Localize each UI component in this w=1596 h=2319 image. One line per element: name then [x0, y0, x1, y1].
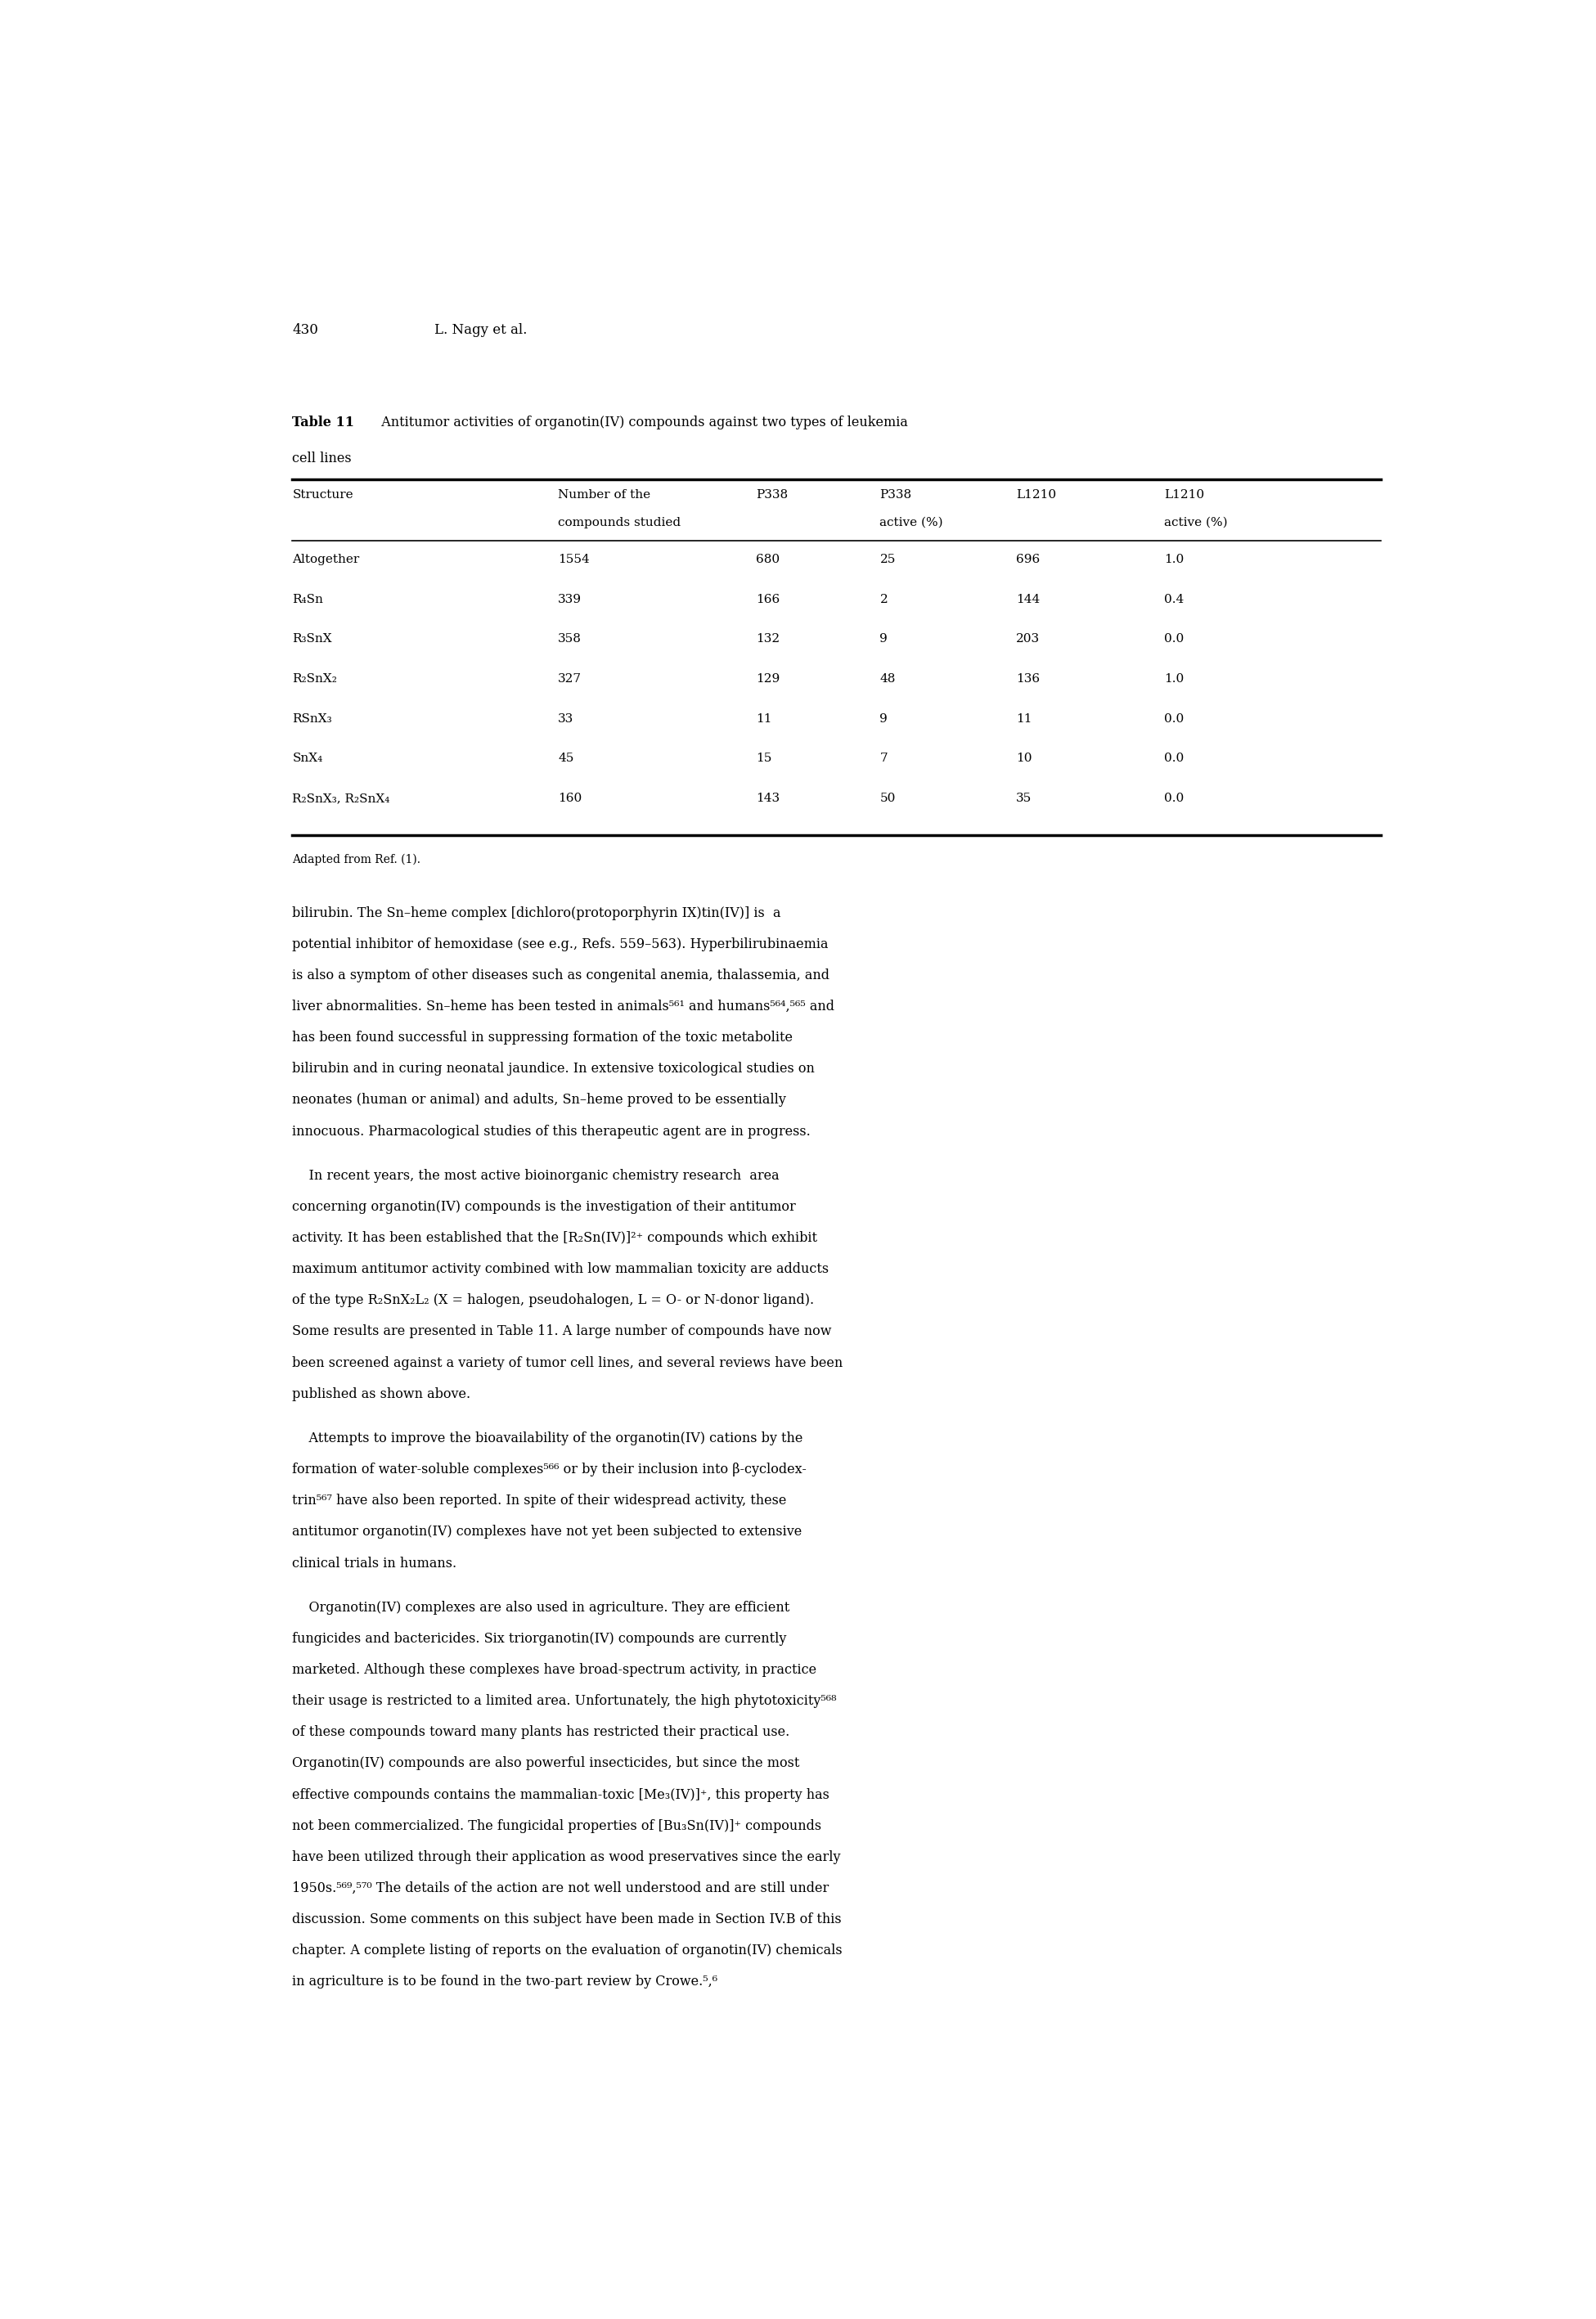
Text: antitumor organotin(IV) complexes have not yet been subjected to extensive: antitumor organotin(IV) complexes have n… [292, 1526, 803, 1540]
Text: L1210: L1210 [1017, 489, 1057, 501]
Text: 10: 10 [1017, 754, 1031, 765]
Text: Table 11: Table 11 [292, 415, 354, 429]
Text: RSnX₃: RSnX₃ [292, 712, 332, 724]
Text: 35: 35 [1017, 793, 1031, 805]
Text: R₄Sn: R₄Sn [292, 594, 324, 605]
Text: marketed. Although these complexes have broad-spectrum activity, in practice: marketed. Although these complexes have … [292, 1663, 817, 1677]
Text: fungicides and bactericides. Six triorganotin(IV) compounds are currently: fungicides and bactericides. Six triorga… [292, 1633, 787, 1646]
Text: effective compounds contains the mammalian-toxic [Me₃(IV)]⁺, this property has: effective compounds contains the mammali… [292, 1788, 830, 1802]
Text: their usage is restricted to a limited area. Unfortunately, the high phytotoxici: their usage is restricted to a limited a… [292, 1695, 836, 1709]
Text: 0.0: 0.0 [1165, 633, 1184, 645]
Text: 15: 15 [757, 754, 772, 765]
Text: 33: 33 [559, 712, 575, 724]
Text: L. Nagy et al.: L. Nagy et al. [434, 322, 527, 336]
Text: innocuous. Pharmacological studies of this therapeutic agent are in progress.: innocuous. Pharmacological studies of th… [292, 1125, 811, 1139]
Text: 1.0: 1.0 [1165, 554, 1184, 566]
Text: R₃SnX: R₃SnX [292, 633, 332, 645]
Text: 11: 11 [1017, 712, 1031, 724]
Text: Adapted from Ref. (1).: Adapted from Ref. (1). [292, 853, 421, 865]
Text: of the type R₂SnX₂L₂ (X = halogen, pseudohalogen, L = O- or N-donor ligand).: of the type R₂SnX₂L₂ (X = halogen, pseud… [292, 1294, 814, 1308]
Text: 132: 132 [757, 633, 780, 645]
Text: trin⁵⁶⁷ have also been reported. In spite of their widespread activity, these: trin⁵⁶⁷ have also been reported. In spit… [292, 1493, 787, 1507]
Text: 339: 339 [559, 594, 583, 605]
Text: compounds studied: compounds studied [559, 517, 681, 529]
Text: 160: 160 [559, 793, 583, 805]
Text: 9: 9 [879, 712, 887, 724]
Text: is also a symptom of other diseases such as congenital anemia, thalassemia, and: is also a symptom of other diseases such… [292, 969, 830, 983]
Text: Number of the: Number of the [559, 489, 651, 501]
Text: 48: 48 [879, 673, 895, 684]
Text: 11: 11 [757, 712, 772, 724]
Text: 144: 144 [1017, 594, 1039, 605]
Text: 7: 7 [879, 754, 887, 765]
Text: L1210: L1210 [1165, 489, 1205, 501]
Text: 50: 50 [879, 793, 895, 805]
Text: Organotin(IV) compounds are also powerful insecticides, but since the most: Organotin(IV) compounds are also powerfu… [292, 1755, 800, 1769]
Text: P338: P338 [757, 489, 788, 501]
Text: 1554: 1554 [559, 554, 591, 566]
Text: 696: 696 [1017, 554, 1039, 566]
Text: neonates (human or animal) and adults, Sn–heme proved to be essentially: neonates (human or animal) and adults, S… [292, 1092, 787, 1106]
Text: 0.4: 0.4 [1165, 594, 1184, 605]
Text: discussion. Some comments on this subject have been made in Section IV.B of this: discussion. Some comments on this subjec… [292, 1913, 841, 1927]
Text: 0.0: 0.0 [1165, 712, 1184, 724]
Text: 25: 25 [879, 554, 895, 566]
Text: 166: 166 [757, 594, 780, 605]
Text: 9: 9 [879, 633, 887, 645]
Text: bilirubin. The Sn–heme complex [dichloro(protoporphyrin IX)tin(IV)] is  a: bilirubin. The Sn–heme complex [dichloro… [292, 907, 780, 921]
Text: 430: 430 [292, 322, 318, 336]
Text: 129: 129 [757, 673, 780, 684]
Text: 2: 2 [879, 594, 887, 605]
Text: chapter. A complete listing of reports on the evaluation of organotin(IV) chemic: chapter. A complete listing of reports o… [292, 1943, 843, 1957]
Text: R₂SnX₃, R₂SnX₄: R₂SnX₃, R₂SnX₄ [292, 793, 389, 805]
Text: 327: 327 [559, 673, 583, 684]
Text: liver abnormalities. Sn–heme has been tested in animals⁵⁶¹ and humans⁵⁶⁴,⁵⁶⁵ and: liver abnormalities. Sn–heme has been te… [292, 999, 835, 1013]
Text: clinical trials in humans.: clinical trials in humans. [292, 1556, 456, 1570]
Text: Altogether: Altogether [292, 554, 359, 566]
Text: 1950s.⁵⁶⁹,⁵⁷⁰ The details of the action are not well understood and are still un: 1950s.⁵⁶⁹,⁵⁷⁰ The details of the action … [292, 1881, 828, 1895]
Text: activity. It has been established that the [R₂Sn(IV)]²⁺ compounds which exhibit: activity. It has been established that t… [292, 1231, 817, 1245]
Text: bilirubin and in curing neonatal jaundice. In extensive toxicological studies on: bilirubin and in curing neonatal jaundic… [292, 1062, 816, 1076]
Text: 1.0: 1.0 [1165, 673, 1184, 684]
Text: Antitumor activities of organotin(IV) compounds against two types of leukemia: Antitumor activities of organotin(IV) co… [373, 415, 908, 429]
Text: SnX₄: SnX₄ [292, 754, 322, 765]
Text: active (%): active (%) [879, 517, 943, 529]
Text: in agriculture is to be found in the two-part review by Crowe.⁵,⁶: in agriculture is to be found in the two… [292, 1976, 718, 1990]
Text: potential inhibitor of hemoxidase (see e.g., Refs. 559–563). Hyperbilirubinaemia: potential inhibitor of hemoxidase (see e… [292, 937, 828, 951]
Text: 680: 680 [757, 554, 780, 566]
Text: active (%): active (%) [1165, 517, 1227, 529]
Text: not been commercialized. The fungicidal properties of [Bu₃Sn(IV)]⁺ compounds: not been commercialized. The fungicidal … [292, 1818, 822, 1832]
Text: Attempts to improve the bioavailability of the organotin(IV) cations by the: Attempts to improve the bioavailability … [292, 1431, 803, 1445]
Text: published as shown above.: published as shown above. [292, 1387, 471, 1401]
Text: R₂SnX₂: R₂SnX₂ [292, 673, 337, 684]
Text: 203: 203 [1017, 633, 1039, 645]
Text: 0.0: 0.0 [1165, 793, 1184, 805]
Text: formation of water-soluble complexes⁵⁶⁶ or by their inclusion into β-cyclodex-: formation of water-soluble complexes⁵⁶⁶ … [292, 1463, 806, 1477]
Text: concerning organotin(IV) compounds is the investigation of their antitumor: concerning organotin(IV) compounds is th… [292, 1199, 796, 1213]
Text: maximum antitumor activity combined with low mammalian toxicity are adducts: maximum antitumor activity combined with… [292, 1262, 828, 1275]
Text: In recent years, the most active bioinorganic chemistry research  area: In recent years, the most active bioinor… [292, 1169, 779, 1183]
Text: Some results are presented in Table 11. A large number of compounds have now: Some results are presented in Table 11. … [292, 1324, 832, 1338]
Text: has been found successful in suppressing formation of the toxic metabolite: has been found successful in suppressing… [292, 1032, 793, 1046]
Text: 143: 143 [757, 793, 780, 805]
Text: have been utilized through their application as wood preservatives since the ear: have been utilized through their applica… [292, 1851, 841, 1864]
Text: Structure: Structure [292, 489, 353, 501]
Text: 136: 136 [1017, 673, 1039, 684]
Text: been screened against a variety of tumor cell lines, and several reviews have be: been screened against a variety of tumor… [292, 1357, 843, 1371]
Text: of these compounds toward many plants has restricted their practical use.: of these compounds toward many plants ha… [292, 1725, 790, 1739]
Text: 45: 45 [559, 754, 575, 765]
Text: 358: 358 [559, 633, 583, 645]
Text: P338: P338 [879, 489, 911, 501]
Text: cell lines: cell lines [292, 452, 351, 466]
Text: Organotin(IV) complexes are also used in agriculture. They are efficient: Organotin(IV) complexes are also used in… [292, 1600, 790, 1614]
Text: 0.0: 0.0 [1165, 754, 1184, 765]
